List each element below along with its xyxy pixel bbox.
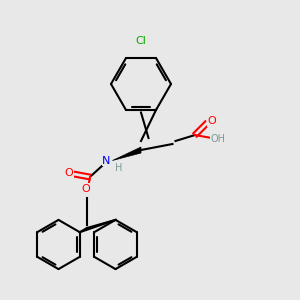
- Text: O: O: [207, 116, 216, 127]
- Polygon shape: [112, 147, 141, 160]
- Text: OH: OH: [211, 134, 226, 144]
- Text: O: O: [64, 167, 74, 178]
- Text: Cl: Cl: [136, 35, 146, 46]
- Text: N: N: [102, 155, 111, 166]
- Text: O: O: [81, 184, 90, 194]
- Text: H: H: [115, 163, 122, 173]
